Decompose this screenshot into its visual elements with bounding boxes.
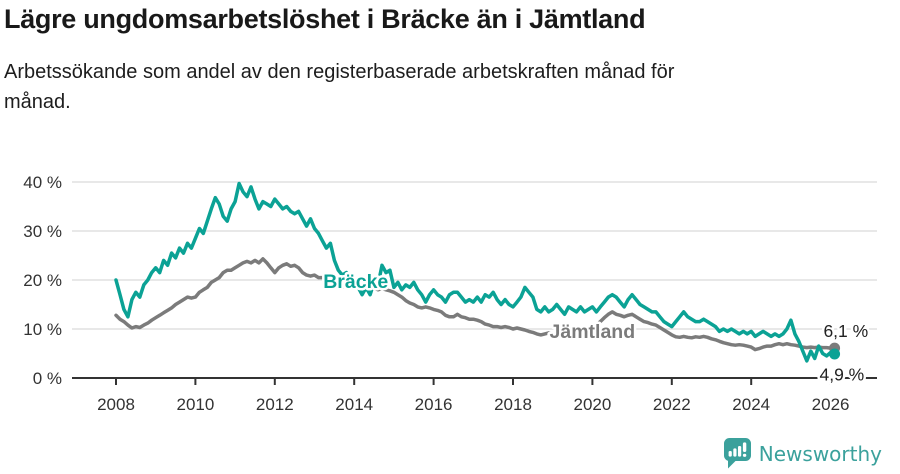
x-tick-label-2010: 2010 — [176, 395, 214, 414]
y-tick-label-30: 30 % — [23, 222, 62, 241]
series-line-bräcke — [114, 181, 837, 363]
x-tick-label-2014: 2014 — [335, 395, 373, 414]
y-tick-label-0: 0 % — [33, 369, 62, 388]
x-tick-label-2024: 2024 — [732, 395, 770, 414]
newsworthy-logo-text: Newsworthy — [758, 441, 882, 466]
x-tick-label-2012: 2012 — [256, 395, 294, 414]
newsworthy-logo-icon — [723, 438, 751, 469]
y-tick-label-20: 20 % — [23, 271, 62, 290]
y-tick-label-40: 40 % — [23, 173, 62, 192]
x-tick-label-2008: 2008 — [97, 395, 135, 414]
series-line-jämtland — [114, 257, 837, 352]
page-subtitle: Arbetssökande som andel av den registerb… — [4, 57, 884, 117]
series-label-jämtland: Jämtland — [550, 321, 636, 343]
x-tick-label-2026: 2026 — [812, 395, 850, 414]
subtitle-line-1: Arbetssökande som andel av den registerb… — [4, 61, 675, 83]
newsworthy-logo: Newsworthy — [723, 438, 882, 469]
x-tick-label-2022: 2022 — [653, 395, 691, 414]
x-tick-label-2018: 2018 — [494, 395, 532, 414]
end-value-label-bräcke: 4,9 % — [819, 365, 864, 385]
subtitle-line-2: månad. — [4, 91, 71, 113]
end-value-label-jämtland: 6,1 % — [823, 321, 868, 341]
x-tick-label-2016: 2016 — [415, 395, 453, 414]
y-tick-label-10: 10 % — [23, 320, 62, 339]
x-tick-label-2020: 2020 — [573, 395, 611, 414]
series-label-bräcke: Bräcke — [323, 271, 388, 293]
end-dot-bräcke — [829, 348, 841, 360]
page-title: Lägre ungdomsarbetslöshet i Bräcke än i … — [4, 4, 646, 34]
